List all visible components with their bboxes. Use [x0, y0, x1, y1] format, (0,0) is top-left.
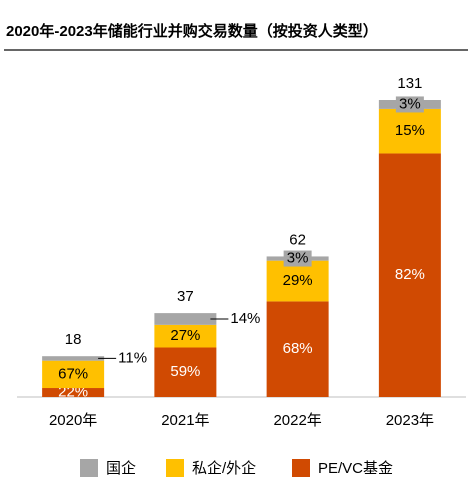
chart-title: 2020年-2023年储能行业并购交易数量（按投资人类型）: [6, 22, 378, 40]
bar-segment: [266, 260, 329, 302]
legend-swatch: [166, 459, 184, 477]
value-label: 27%: [170, 327, 200, 344]
bar-segment: [42, 356, 105, 361]
bar-segment: [266, 301, 329, 397]
x-tick-label: 2020年: [49, 412, 97, 429]
value-label: 3%: [399, 95, 421, 112]
value-label: 11%: [118, 349, 147, 366]
bar-segment: [378, 153, 441, 397]
value-label: 3%: [287, 250, 309, 267]
bar-segment: [42, 388, 105, 397]
legend-label: PE/VC基金: [318, 460, 393, 477]
bar-segment: [154, 324, 217, 348]
value-label: 82%: [395, 266, 425, 283]
bar-segment: [154, 313, 217, 325]
value-label: 14%: [230, 310, 260, 327]
label-box: [395, 96, 424, 113]
value-label: 59%: [170, 363, 200, 380]
value-label: 15%: [395, 122, 425, 139]
total-label: 131: [397, 75, 422, 92]
bar-segment: [42, 360, 105, 389]
value-label: 68%: [283, 340, 313, 357]
x-tick-label: 2023年: [386, 412, 434, 429]
legend-label: 私企/外企: [192, 459, 256, 477]
total-label: 37: [177, 288, 194, 305]
bar-segment: [378, 108, 441, 154]
legend-swatch: [292, 459, 310, 477]
x-tick-label: 2022年: [273, 412, 321, 429]
value-label: 29%: [283, 272, 313, 289]
label-box: [283, 250, 312, 267]
legend-label: 国企: [106, 459, 136, 477]
x-tick-label: 2021年: [161, 412, 209, 429]
legend-swatch: [80, 459, 98, 477]
total-label: 62: [289, 231, 306, 248]
value-label: 67%: [58, 365, 88, 382]
total-label: 18: [65, 331, 82, 348]
bar-segment: [154, 347, 217, 397]
